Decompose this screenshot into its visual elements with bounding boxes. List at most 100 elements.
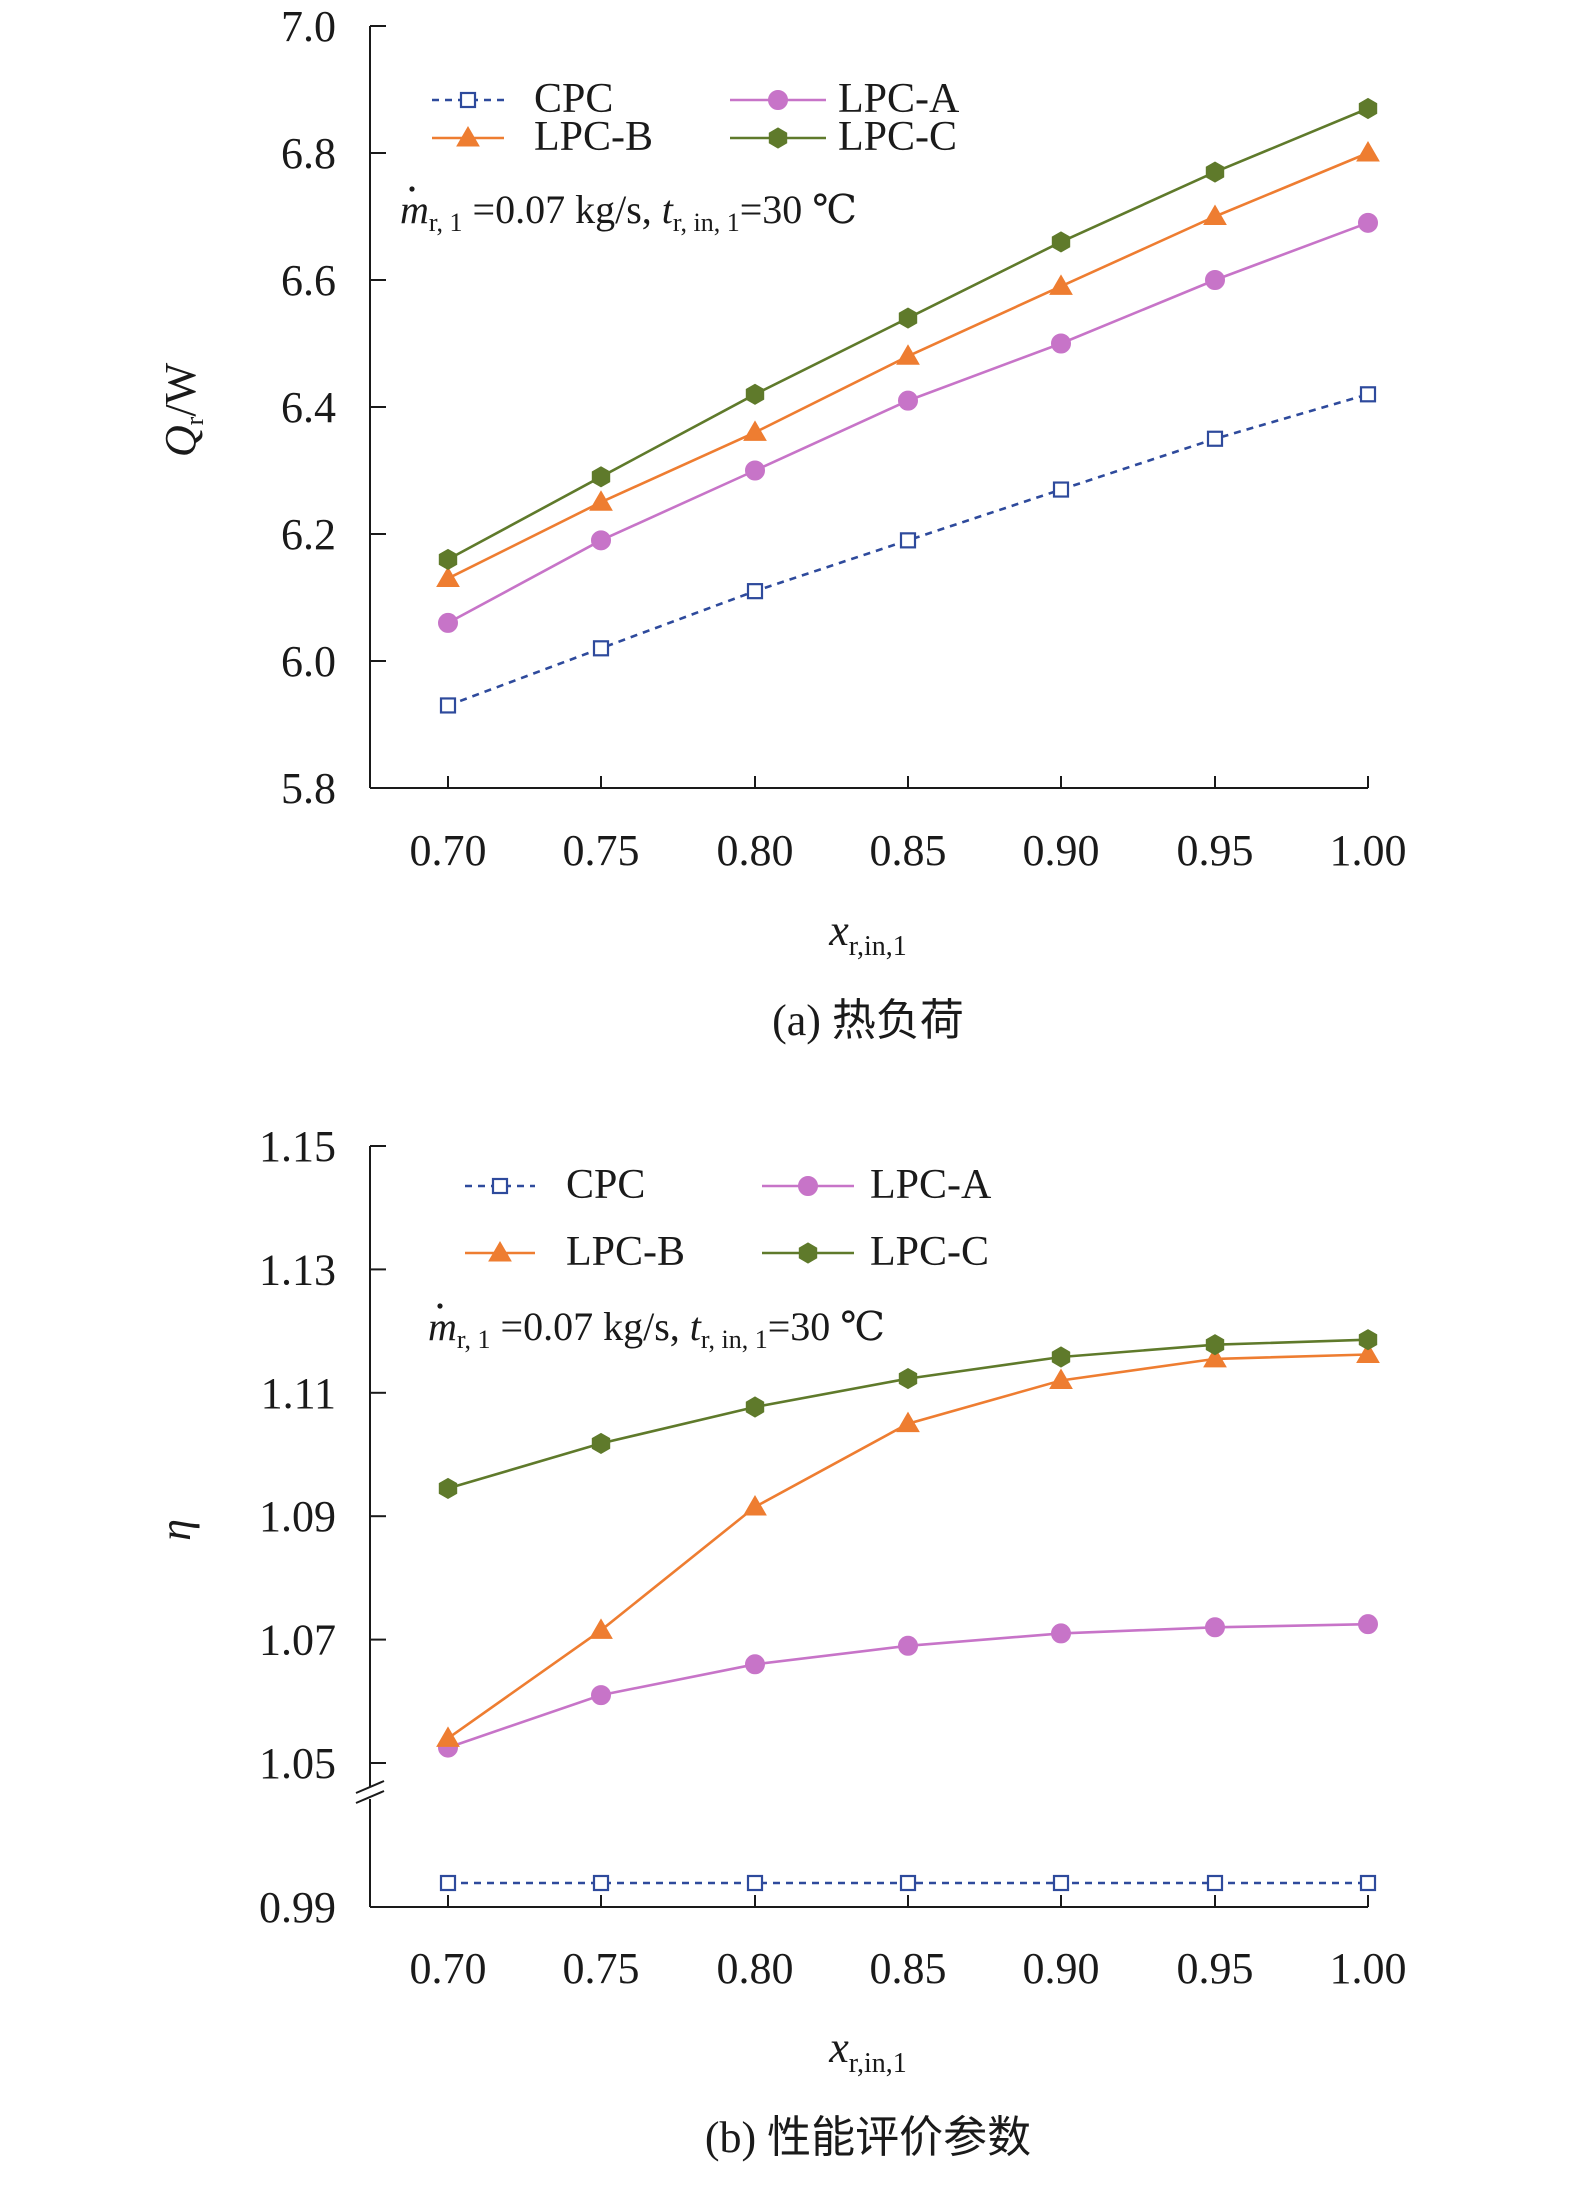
legend-marker: [459, 91, 477, 109]
legend-label: LPC-C: [838, 114, 957, 160]
data-point: [899, 532, 917, 549]
data-point: [1051, 231, 1071, 253]
data-point: [591, 1685, 611, 1706]
y-tick-label: 6.4: [281, 383, 336, 432]
data-point: [591, 466, 611, 488]
y-tick-label: 6.6: [281, 256, 336, 305]
data-point: [439, 697, 457, 714]
x-tick-label: 0.90: [1023, 1944, 1100, 1993]
data-point: [1203, 1346, 1227, 1368]
legend-item: LPC-A: [762, 1162, 992, 1208]
data-point: [1052, 1874, 1070, 1892]
data-point: [1049, 1368, 1073, 1389]
y-axis-label: Qr/W: [156, 362, 209, 457]
y-tick-label: 6.8: [281, 129, 336, 178]
x-tick-label: 0.80: [717, 1944, 794, 1993]
y-tick-label: 1.09: [259, 1492, 336, 1541]
series-lpc-a: [438, 1614, 1378, 1758]
data-point: [898, 390, 918, 411]
legend-label: LPC-C: [870, 1229, 989, 1275]
y-axis-label: η: [151, 1519, 200, 1541]
chart-a: 5.8 6.0 6.2 6.4 6.6 6.8 7.0 0.70 0.75 0.80 0.85 0.9…: [156, 2, 1407, 1045]
data-point: [1205, 1617, 1225, 1638]
series-lpc-c: [438, 1329, 1378, 1499]
y-tick-label: 0.99: [259, 1883, 336, 1932]
x-tick-label: 0.85: [870, 1944, 947, 1993]
data-point: [589, 1618, 613, 1639]
legend-label: CPC: [534, 76, 613, 122]
y-tick-label: 6.0: [281, 637, 336, 686]
series-lpc-b: [436, 141, 1380, 587]
series-line: [447, 393, 1369, 707]
data-point: [746, 583, 764, 600]
data-point: [1358, 1329, 1378, 1351]
x-tick-label: 0.85: [870, 826, 947, 875]
data-point: [1205, 161, 1225, 183]
series-line: [447, 107, 1369, 561]
x-tick-label: 0.80: [717, 826, 794, 875]
series-lpc-c: [438, 97, 1378, 570]
data-point: [1051, 1346, 1071, 1368]
data-point: [1203, 204, 1227, 225]
legend-marker: [798, 1176, 818, 1196]
y-tick-label: 6.2: [281, 510, 336, 559]
data-point: [746, 1874, 764, 1892]
legend-marker: [768, 90, 788, 110]
legend-item: LPC-B: [465, 1229, 685, 1275]
data-point: [1356, 1342, 1380, 1364]
data-point: [438, 548, 458, 570]
data-point: [898, 307, 918, 329]
legend-marker: [491, 1177, 509, 1195]
y-tick-label: 1.15: [259, 1122, 336, 1171]
data-point: [898, 1368, 918, 1390]
data-point: [438, 612, 458, 633]
data-point: [898, 1635, 918, 1656]
data-point: [745, 383, 765, 405]
y-tick-label: 1.05: [259, 1739, 336, 1788]
data-point: [745, 1654, 765, 1675]
x-tick-label: 0.95: [1177, 1944, 1254, 1993]
chart-b: 0.99 1.05 1.07 1.09 1.11 1.13 1.15 0.70 0.75 0.80…: [151, 1122, 1407, 2162]
mdot: [409, 186, 415, 192]
legend-marker: [488, 1241, 512, 1262]
x-tick-label: 1.00: [1330, 1944, 1407, 1993]
x-tick-label: 0.70: [410, 826, 487, 875]
data-point: [592, 640, 610, 657]
data-point: [592, 1874, 610, 1892]
series-line: [447, 221, 1369, 625]
data-point: [1051, 333, 1071, 354]
data-point: [436, 1726, 460, 1747]
legend-label: LPC-A: [838, 76, 960, 122]
legend-item: CPC: [465, 1162, 645, 1208]
series-lpc-b: [436, 1342, 1380, 1747]
legend-label: LPC-A: [870, 1162, 992, 1208]
legend: CPC LPC-A LPC-B LPC-C: [432, 76, 960, 160]
legend-item: CPC: [432, 76, 613, 122]
legend: CPC LPC-A LPC-B LPC-C: [465, 1162, 992, 1275]
legend-item: LPC-C: [730, 114, 957, 160]
data-point: [589, 490, 613, 511]
data-point: [1358, 1614, 1378, 1635]
data-point: [899, 1874, 917, 1892]
data-point: [1359, 1874, 1377, 1892]
data-point: [436, 566, 460, 587]
data-point: [1051, 1623, 1071, 1644]
data-point: [745, 1396, 765, 1418]
figure-caption: (a) 热负荷: [772, 996, 964, 1045]
x-tick-label: 0.70: [410, 1944, 487, 1993]
x-tick-label: 1.00: [1330, 826, 1407, 875]
legend-marker: [768, 127, 788, 149]
series-cpc: [439, 386, 1377, 714]
data-point: [1206, 430, 1224, 447]
data-point: [439, 1874, 457, 1892]
condition-annotation: mr, 1 =0.07 kg/s, tr, in, 1=30 ℃: [400, 187, 857, 237]
y-tick-label: 5.8: [281, 764, 336, 813]
condition-annotation: mr, 1 =0.07 kg/s, tr, in, 1=30 ℃: [428, 1304, 885, 1354]
series-cpc: [439, 1874, 1377, 1892]
legend-label: LPC-B: [534, 114, 653, 160]
mdot: [437, 1303, 443, 1309]
legend-item: LPC-A: [730, 76, 960, 122]
data-point: [1049, 274, 1073, 295]
x-tick-label: 0.75: [563, 826, 640, 875]
axis-break-mark: [355, 1780, 385, 1804]
